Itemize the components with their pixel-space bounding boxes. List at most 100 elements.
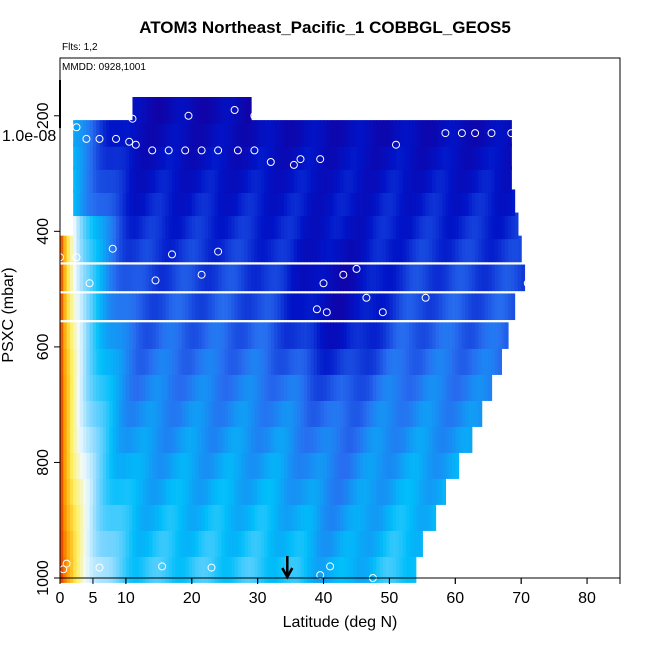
heatmap-cell bbox=[260, 293, 265, 321]
heatmap-cell bbox=[168, 322, 173, 349]
heatmap-cell bbox=[290, 322, 295, 349]
heatmap-cell bbox=[422, 374, 427, 401]
heatmap-cell bbox=[264, 556, 269, 583]
heatmap-cell bbox=[346, 235, 351, 263]
heatmap-cell bbox=[359, 530, 364, 557]
heatmap-cell bbox=[73, 504, 78, 531]
heatmap-cell bbox=[214, 143, 219, 170]
heatmap-cell bbox=[471, 166, 476, 193]
heatmap-cell bbox=[86, 120, 91, 147]
heatmap-cell bbox=[343, 374, 348, 401]
heatmap-cell bbox=[303, 143, 308, 170]
heatmap-cell bbox=[445, 189, 450, 217]
heatmap-cell bbox=[461, 189, 466, 217]
heatmap-cell bbox=[333, 212, 338, 240]
heatmap-cell bbox=[326, 293, 331, 321]
heatmap-cell bbox=[142, 235, 147, 263]
heatmap-cell bbox=[214, 293, 219, 321]
heatmap-cell bbox=[96, 478, 101, 505]
heatmap-cell bbox=[468, 264, 473, 292]
heatmap-cell bbox=[86, 189, 91, 217]
heatmap-cell bbox=[254, 264, 259, 292]
heatmap-cell bbox=[224, 556, 229, 583]
heatmap-cell bbox=[129, 264, 134, 292]
heatmap-cell bbox=[442, 120, 447, 147]
heatmap-cell bbox=[214, 212, 219, 240]
flight-point bbox=[457, 129, 466, 138]
heatmap-cell bbox=[158, 293, 163, 321]
heatmap-cell bbox=[254, 166, 259, 193]
heatmap-cell bbox=[435, 374, 440, 401]
heatmap-cell bbox=[244, 143, 249, 170]
heatmap-cell bbox=[333, 478, 338, 505]
heatmap-cell bbox=[79, 504, 84, 531]
heatmap-cell bbox=[148, 426, 153, 453]
heatmap-cell bbox=[102, 120, 107, 147]
heatmap-cell bbox=[89, 426, 94, 453]
heatmap-cell bbox=[415, 293, 420, 321]
heatmap-cell bbox=[122, 478, 127, 505]
heatmap-cell bbox=[244, 97, 249, 124]
heatmap-cell bbox=[353, 400, 358, 427]
heatmap-cell bbox=[102, 293, 107, 321]
heatmap-cell bbox=[504, 166, 509, 193]
heatmap-cell bbox=[445, 264, 450, 292]
heatmap-cell bbox=[234, 235, 239, 263]
heatmap-cell bbox=[346, 212, 351, 240]
heatmap-cell bbox=[514, 264, 519, 292]
heatmap-cell bbox=[488, 189, 493, 217]
heatmap-cell bbox=[254, 143, 259, 170]
heatmap-cell bbox=[158, 235, 163, 263]
heatmap-cell bbox=[428, 426, 433, 453]
heatmap-cell bbox=[389, 504, 394, 531]
heatmap-cell bbox=[491, 293, 496, 321]
heatmap-cell bbox=[307, 400, 311, 427]
heatmap-cell bbox=[303, 189, 308, 217]
heatmap-cell bbox=[172, 478, 176, 505]
heatmap-cell bbox=[290, 504, 295, 531]
heatmap-cell bbox=[419, 166, 423, 193]
heatmap-cell bbox=[458, 426, 463, 453]
heatmap-cell bbox=[247, 143, 252, 170]
heatmap-cell bbox=[162, 452, 167, 479]
heatmap-cell bbox=[415, 264, 420, 292]
heatmap-cell bbox=[181, 504, 186, 531]
heatmap-cell bbox=[109, 212, 114, 240]
heatmap-cell bbox=[191, 504, 196, 531]
heatmap-cell bbox=[195, 400, 199, 427]
heatmap-cell bbox=[501, 264, 506, 292]
heatmap-cell bbox=[218, 166, 223, 193]
heatmap-cell bbox=[372, 189, 377, 217]
arrow-head bbox=[281, 567, 294, 580]
heatmap-cell bbox=[320, 189, 325, 217]
heatmap-cell bbox=[293, 293, 298, 321]
heatmap-cell bbox=[241, 504, 246, 531]
heatmap-cell bbox=[409, 264, 414, 292]
heatmap-cell bbox=[475, 189, 479, 217]
heatmap-cell bbox=[165, 293, 170, 321]
heatmap-cell bbox=[438, 348, 443, 375]
heatmap-cell bbox=[323, 530, 328, 557]
heatmap-cell bbox=[458, 322, 463, 349]
heatmap-cell bbox=[142, 478, 147, 505]
heatmap-cell bbox=[234, 143, 239, 170]
heatmap-cell bbox=[185, 426, 190, 453]
heatmap-cell bbox=[498, 166, 503, 193]
heatmap-cell bbox=[376, 143, 381, 170]
heatmap-cell bbox=[488, 166, 493, 193]
heatmap-cell bbox=[162, 293, 167, 321]
heatmap-cell bbox=[303, 478, 308, 505]
heatmap-cell bbox=[323, 478, 328, 505]
flight-point bbox=[197, 270, 206, 279]
heatmap-cell bbox=[191, 478, 196, 505]
heatmap-cell bbox=[96, 322, 101, 349]
heatmap-cell bbox=[379, 374, 384, 401]
heatmap-cell bbox=[465, 166, 470, 193]
heatmap-cell bbox=[201, 452, 206, 479]
heatmap-cell bbox=[300, 374, 305, 401]
heatmap-cell bbox=[494, 189, 499, 217]
heatmap-cell bbox=[158, 143, 163, 170]
heatmap-cell bbox=[264, 530, 269, 557]
heatmap-cell bbox=[386, 143, 391, 170]
heatmap-cell bbox=[96, 166, 101, 193]
